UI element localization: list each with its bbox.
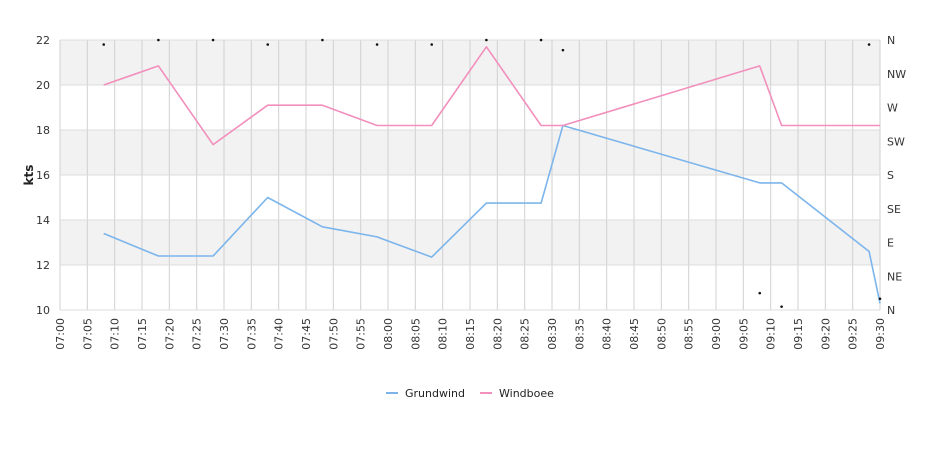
direction-tick-label: NE [887,270,902,283]
direction-marker [780,305,783,308]
x-tick-label: 09:00 [710,318,723,350]
direction-markers [102,38,882,308]
direction-tick-label: N [887,304,895,317]
y-tick-label: 20 [36,79,50,92]
direction-marker [157,38,160,42]
direction-tick-label: S [887,169,894,182]
y-tick-label: 16 [36,169,50,182]
y-tick-label: 18 [36,124,50,137]
y-tick-label: 14 [36,214,50,227]
y-axis-ticks: 10 12 14 16 18 20 22 [36,34,50,317]
direction-axis-ticks: N NW W SW S SE E NE N [887,34,906,317]
direction-tick-label: NW [887,68,906,81]
x-axis-ticks: 07:00 07:05 07:10 07:15 07:20 07:25 07:30 07:35… [54,318,887,350]
direction-tick-label: SE [887,203,901,216]
direction-marker [102,43,106,46]
x-tick-label: 07:50 [327,318,340,350]
direction-marker [266,43,270,46]
x-tick-label: 08:05 [409,318,422,350]
direction-tick-label: N [887,34,895,47]
direction-marker [867,43,871,46]
direction-marker [539,38,543,42]
x-tick-label: 08:00 [382,318,395,350]
x-tick-label: 07:00 [54,318,67,350]
x-tick-label: 07:35 [245,318,258,350]
x-tick-label: 08:50 [655,318,668,350]
x-tick-label: 07:55 [355,318,368,350]
series-layer [103,45,881,304]
x-tick-label: 09:25 [847,318,860,350]
x-tick-label: 07:45 [300,318,313,350]
x-tick-label: 08:35 [573,318,586,350]
direction-marker [561,48,565,52]
series-line-windboee [103,45,880,146]
x-tick-label: 07:05 [81,318,94,350]
direction-tick-label: E [887,237,894,250]
direction-marker [485,38,488,42]
x-tick-label: 09:15 [792,318,805,350]
direction-marker [375,43,379,46]
x-tick-label: 08:55 [683,318,696,350]
horizontal-gridlines [60,39,880,311]
x-tick-label: 08:25 [519,318,532,350]
direction-tick-label: SW [887,135,905,148]
x-tick-label: 07:20 [163,318,176,350]
x-tick-label: 08:40 [601,318,614,350]
y-tick-label: 10 [36,304,50,317]
direction-marker [211,38,215,42]
legend-label-windboee: Windboee [499,387,554,400]
x-tick-label: 07:40 [273,318,286,350]
direction-marker [430,43,434,46]
y-tick-label: 22 [36,34,50,47]
y-tick-label: 12 [36,259,50,272]
x-tick-label: 09:10 [765,318,778,350]
x-tick-label: 07:25 [191,318,204,350]
x-tick-label: 08:45 [628,318,641,350]
x-tick-label: 08:30 [546,318,559,350]
series-line-grundwind [103,124,881,304]
x-tick-label: 07:15 [136,318,149,350]
direction-marker [321,38,324,42]
x-tick-label: 07:10 [109,318,122,350]
legend-label-grundwind: Grundwind [405,387,465,400]
x-tick-label: 09:20 [819,318,832,350]
direction-tick-label: W [887,102,898,115]
x-tick-label: 08:10 [437,318,450,350]
x-tick-label: 07:30 [218,318,231,350]
direction-marker [758,291,762,295]
x-tick-label: 08:15 [464,318,477,350]
y-axis-title: kts [22,165,36,186]
legend: Grundwind Windboee [386,387,554,400]
x-tick-label: 09:05 [737,318,750,350]
direction-marker [878,297,882,301]
x-tick-label: 09:30 [874,318,887,350]
x-tick-label: 08:20 [491,318,504,350]
